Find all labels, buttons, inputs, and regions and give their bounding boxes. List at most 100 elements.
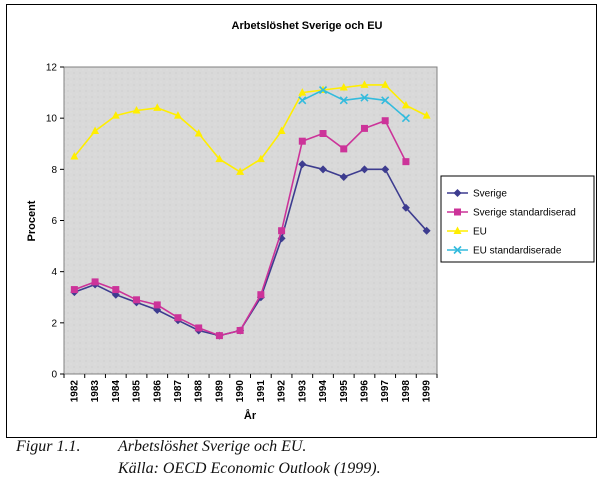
data-point: [215, 332, 223, 340]
data-point: [70, 152, 79, 160]
data-point: [401, 114, 410, 123]
data-point: [195, 324, 203, 332]
y-tick-label: 8: [51, 165, 57, 176]
legend-label: EU standardiserade: [473, 246, 562, 257]
data-point: [422, 226, 431, 235]
chart-title: Arbetslöshet Sverige och EU: [232, 20, 383, 32]
legend-entry: EU standardiserade: [447, 246, 562, 257]
data-point: [340, 145, 348, 153]
figure-source-line: Källa: OECD Economic Outlook (1999).: [16, 460, 381, 478]
y-tick-label: 4: [51, 267, 57, 278]
x-tick-label: 1993: [297, 380, 308, 403]
figure-source: Källa: OECD Economic Outlook (1999).: [118, 460, 381, 477]
data-point: [422, 111, 431, 119]
series-layer: [70, 80, 431, 340]
x-tick-label: 1985: [132, 380, 143, 403]
legend-label: EU: [473, 227, 487, 238]
data-point: [256, 154, 265, 163]
data-point: [236, 167, 245, 175]
data-point: [381, 117, 389, 125]
data-point: [381, 165, 390, 174]
data-point: [453, 245, 462, 255]
y-tick-label: 2: [51, 318, 57, 329]
data-point: [360, 80, 369, 88]
data-point: [381, 80, 390, 88]
x-tick-label: 1984: [111, 380, 122, 403]
x-tick-label: 1990: [235, 380, 246, 403]
series-line: [73, 84, 427, 173]
data-point: [298, 160, 307, 169]
data-point: [298, 96, 307, 105]
legend-label: Sverige standardiserad: [473, 208, 576, 219]
data-point: [70, 286, 78, 294]
x-tick-label: 1995: [339, 380, 350, 403]
y-tick-label: 6: [51, 216, 57, 227]
data-point: [319, 165, 328, 174]
series-4: [298, 85, 410, 123]
data-point: [91, 126, 100, 134]
data-point: [339, 173, 348, 182]
data-point: [236, 327, 244, 335]
x-tick-label: 1992: [277, 380, 288, 403]
x-tick-label: 1998: [401, 380, 412, 403]
chart-frame: Arbetslöshet Sverige och EU 0 2 4 6 8 10 12 19…: [6, 4, 597, 438]
legend: Sverige Sverige standardiserad EU EU standa…: [440, 175, 595, 263]
data-point: [153, 301, 161, 309]
data-point: [360, 93, 369, 102]
data-point: [194, 129, 203, 137]
figure-title: Arbetslöshet Sverige och EU.: [118, 438, 307, 455]
data-point: [339, 82, 348, 91]
data-point: [173, 111, 182, 119]
data-point: [277, 126, 286, 134]
x-axis-label: År: [244, 409, 257, 422]
figure-label: Figur 1.1.: [16, 438, 81, 455]
data-point: [319, 130, 327, 138]
data-point: [133, 296, 141, 304]
data-point: [454, 208, 461, 216]
data-point: [360, 124, 368, 132]
legend-entry: EU: [447, 226, 487, 238]
x-tick-label: 1994: [318, 380, 329, 403]
x-tick-label: 1991: [256, 380, 267, 403]
legend-box: [440, 175, 595, 263]
legend-label: Sverige: [473, 189, 507, 200]
x-tick-label: 1996: [359, 380, 370, 403]
x-tick-label: 1982: [69, 380, 80, 403]
data-point: [453, 226, 462, 234]
data-point: [174, 314, 182, 322]
figure-caption: Figur 1.1. Arbetslöshet Sverige och EU.: [16, 438, 306, 456]
x-tick-label: 1988: [194, 380, 205, 403]
data-point: [91, 278, 99, 286]
x-tick-label: 1997: [380, 380, 391, 403]
x-tick-label: 1999: [422, 380, 433, 403]
legend-entry: Sverige standardiserad: [447, 208, 576, 219]
data-point: [318, 85, 328, 95]
series-2: [70, 117, 410, 340]
data-point: [153, 103, 162, 111]
x-tick-label: 1989: [214, 380, 225, 403]
data-point: [401, 100, 410, 109]
data-point: [298, 88, 307, 96]
y-axis-label: Procent: [26, 200, 38, 241]
data-point: [215, 154, 224, 163]
legend-entry: Sverige: [447, 189, 507, 200]
data-point: [112, 286, 120, 294]
line-chart: Arbetslöshet Sverige och EU 0 2 4 6 8 10 12 19…: [26, 20, 595, 422]
data-point: [401, 203, 410, 212]
x-tick-label: 1987: [173, 380, 184, 403]
data-point: [298, 137, 306, 145]
data-point: [278, 227, 286, 235]
data-point: [111, 111, 120, 119]
data-point: [381, 96, 390, 105]
plot-area: [63, 66, 438, 375]
data-point: [360, 165, 369, 174]
data-point: [402, 158, 410, 166]
data-point: [339, 96, 348, 105]
data-point: [132, 105, 141, 114]
x-axis: 1982 1983 1984 1985 1986 1987 1988 1989 1990 1991…: [63, 374, 438, 403]
data-point: [453, 189, 462, 197]
y-tick-label: 0: [51, 370, 57, 381]
y-tick-label: 12: [46, 63, 58, 74]
y-tick-label: 10: [46, 114, 58, 125]
data-point: [257, 291, 265, 299]
